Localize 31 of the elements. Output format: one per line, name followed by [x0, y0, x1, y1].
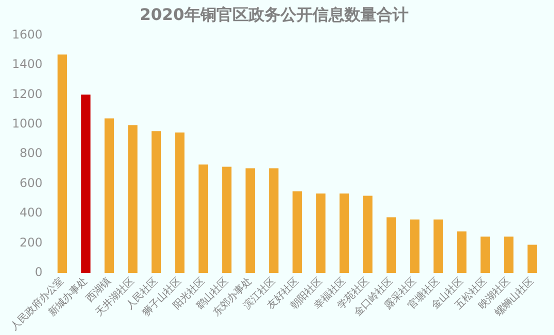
bar	[222, 166, 232, 274]
bar	[316, 193, 326, 274]
bar	[504, 236, 514, 274]
y-tick-label: 1400	[12, 57, 43, 72]
bar	[81, 94, 90, 274]
y-tick-label: 1600	[12, 27, 43, 42]
bar	[198, 164, 208, 274]
bar	[480, 236, 490, 274]
bar	[152, 131, 161, 274]
y-tick-label: 0	[34, 265, 43, 280]
y-tick-label: 400	[20, 206, 43, 220]
bar	[457, 231, 466, 274]
bar	[340, 193, 349, 274]
bar	[363, 196, 372, 274]
bar	[104, 118, 114, 274]
bar	[434, 220, 443, 274]
bar	[292, 191, 302, 274]
bar	[246, 168, 255, 274]
y-tick-label: 200	[20, 235, 43, 250]
bar	[269, 168, 278, 274]
y-tick-label: 1000	[12, 116, 43, 131]
bar	[528, 244, 537, 274]
bar	[410, 220, 420, 274]
bar	[175, 132, 184, 274]
y-tick-label: 800	[20, 146, 43, 160]
bar	[386, 217, 396, 274]
bar	[58, 54, 67, 274]
chart-title: 2020年铜官区政务公开信息数量合计	[140, 4, 408, 24]
y-tick-label: 600	[20, 176, 43, 190]
y-tick-label: 1200	[12, 86, 43, 101]
bar	[128, 125, 138, 274]
